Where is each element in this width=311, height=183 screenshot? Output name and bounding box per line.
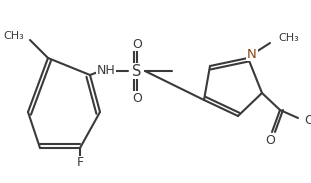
Text: S: S bbox=[132, 64, 142, 79]
Text: N: N bbox=[247, 48, 257, 61]
Text: NH: NH bbox=[97, 64, 115, 77]
Text: O: O bbox=[132, 92, 142, 104]
Text: OH: OH bbox=[304, 113, 311, 126]
Text: CH₃: CH₃ bbox=[3, 31, 24, 41]
Text: F: F bbox=[77, 156, 84, 169]
Text: O: O bbox=[265, 134, 275, 147]
Text: CH₃: CH₃ bbox=[278, 33, 299, 43]
Text: O: O bbox=[132, 38, 142, 51]
